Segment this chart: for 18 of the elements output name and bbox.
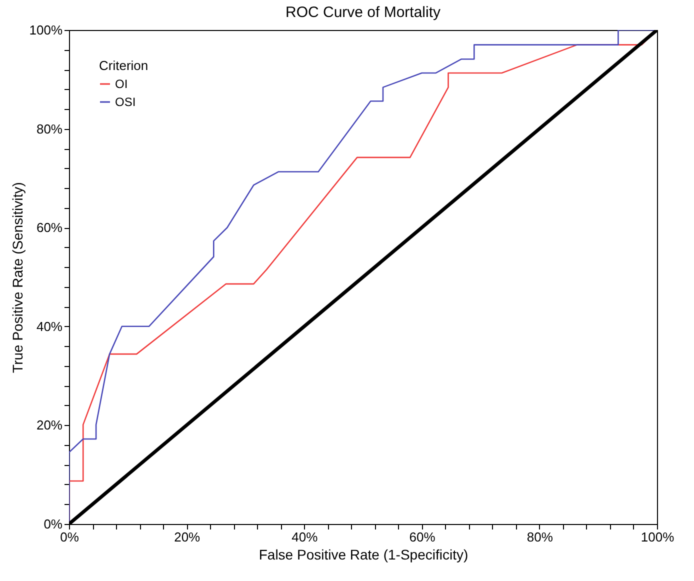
x-tick-label: 60% xyxy=(409,530,436,544)
legend-title: Criterion xyxy=(99,58,148,73)
y-tick-label: 20% xyxy=(36,418,63,433)
y-axis-title: True Positive Rate (Sensitivity) xyxy=(9,182,26,373)
x-tick-label: 0% xyxy=(60,530,80,544)
y-tick-label: 60% xyxy=(36,220,63,236)
y-tick-label: 0% xyxy=(44,516,63,532)
y-tick-label: 80% xyxy=(36,121,63,136)
legend-label: OSI xyxy=(115,95,136,109)
y-tick-label: 100% xyxy=(29,22,63,38)
x-axis-title: False Positive Rate (1-Specificity) xyxy=(258,546,468,562)
x-tick-label: 20% xyxy=(174,530,201,544)
chart-title: ROC Curve of Mortality xyxy=(285,4,442,21)
y-tick-label: 40% xyxy=(36,318,63,334)
x-tick-label: 40% xyxy=(292,530,318,544)
x-tick-label: 100% xyxy=(640,530,675,544)
x-tick-label: 80% xyxy=(526,530,554,544)
legend-label: OI xyxy=(115,77,128,91)
